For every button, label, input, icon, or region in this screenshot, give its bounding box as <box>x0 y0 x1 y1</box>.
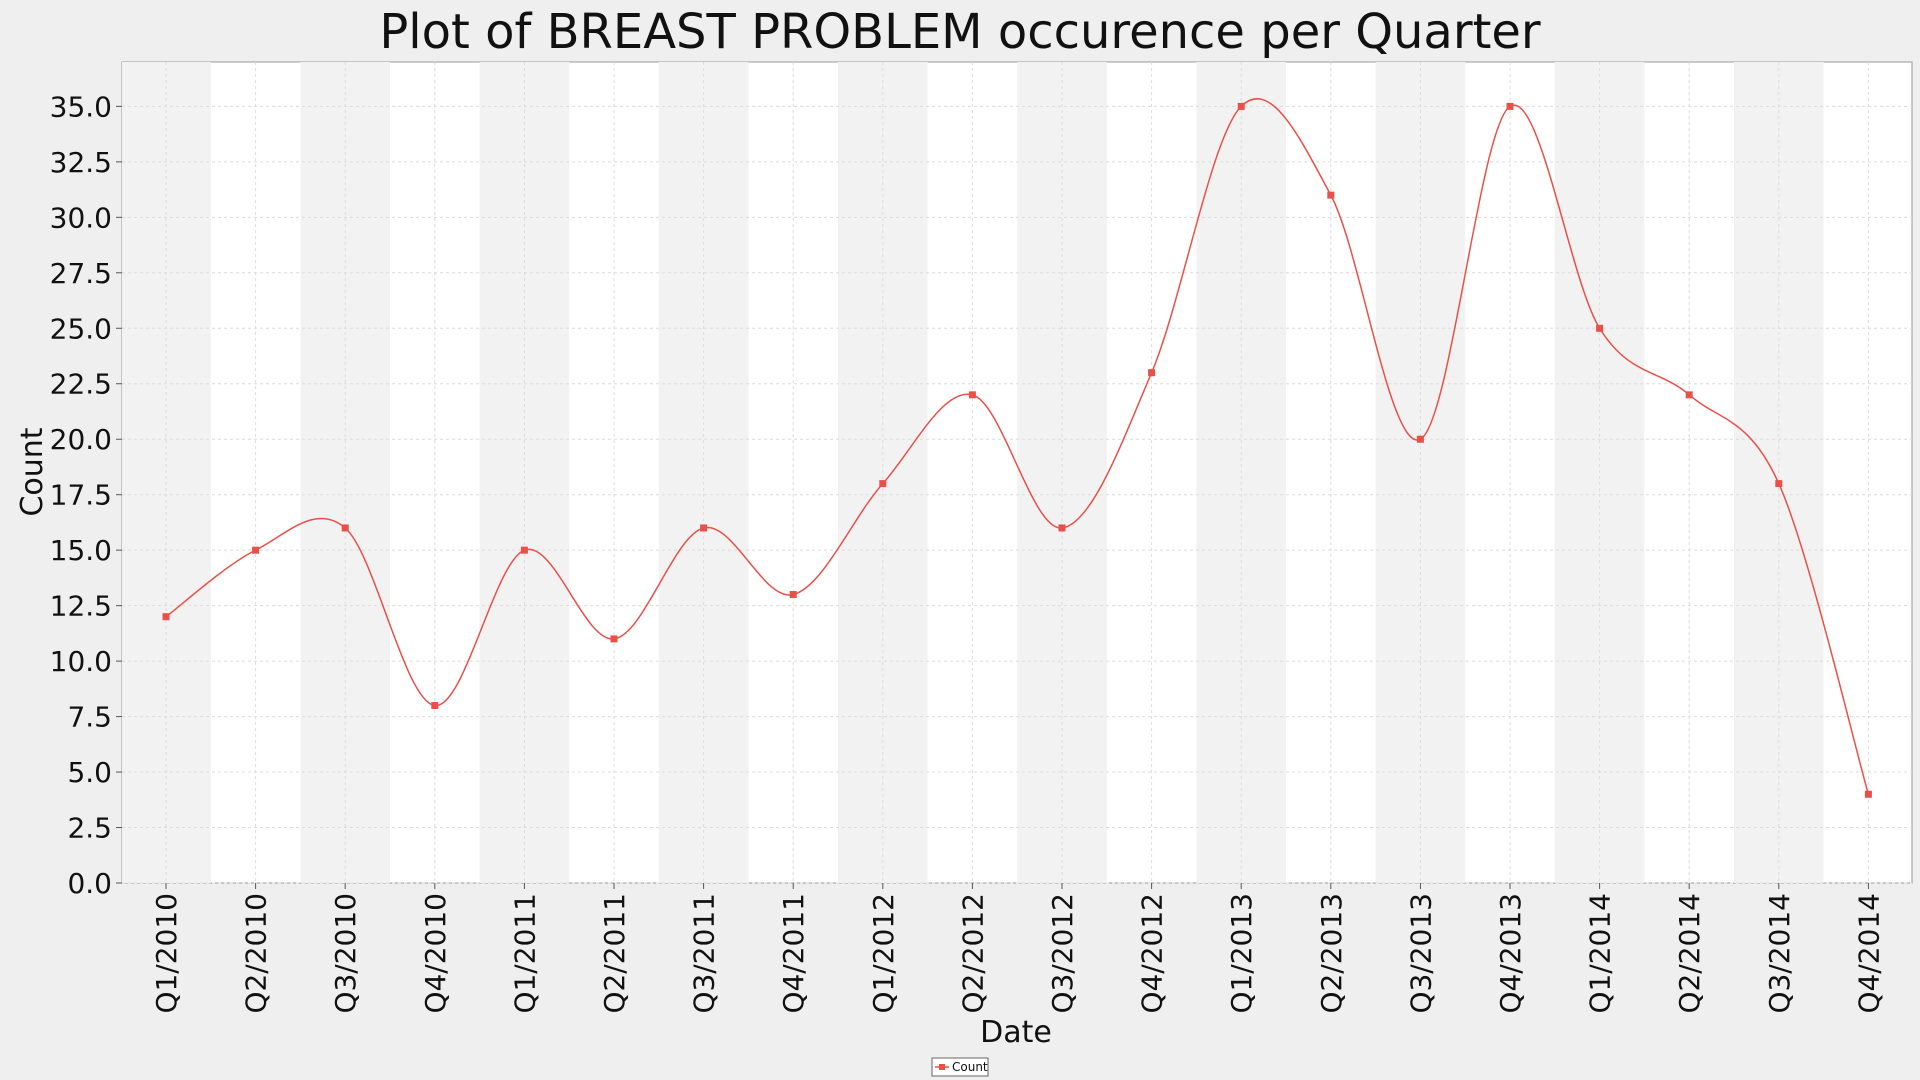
data-point-q1-2014 <box>1596 324 1604 332</box>
x-tick-label: Q2/2010 <box>240 893 273 1014</box>
legend: Count <box>931 1057 989 1077</box>
y-tick-label: 35.0 <box>50 90 112 123</box>
data-point-q1-2011 <box>520 546 528 554</box>
x-tick-label: Q1/2010 <box>150 893 183 1014</box>
y-tick-label: 0.0 <box>67 867 112 900</box>
x-tick-label: Q4/2010 <box>419 893 452 1014</box>
data-point-q2-2013 <box>1327 191 1335 199</box>
x-tick-label: Q2/2013 <box>1315 893 1348 1014</box>
y-tick-label: 30.0 <box>50 201 112 234</box>
data-point-q2-2012 <box>968 391 976 399</box>
y-tick-label: 10.0 <box>50 645 112 678</box>
y-tick-label: 32.5 <box>50 146 112 179</box>
legend-box <box>931 1057 989 1077</box>
y-tick-label: 7.5 <box>67 701 112 734</box>
x-tick-label: Q4/2013 <box>1494 893 1527 1014</box>
y-tick-label: 17.5 <box>50 479 112 512</box>
data-point-q1-2010 <box>162 613 170 621</box>
data-point-q4-2012 <box>1148 369 1156 377</box>
data-point-q4-2014 <box>1864 790 1872 798</box>
legend-entry-count: Count <box>952 1060 988 1074</box>
x-axis-ticks: Q1/2010 Q2/2010 Q3/2010 Q4/2010 Q1/2011 Q2/20… <box>150 883 1885 1014</box>
series-line-count <box>165 98 1870 795</box>
x-tick-label: Q2/2011 <box>598 893 631 1014</box>
x-tick-label: Q1/2011 <box>508 893 541 1014</box>
y-tick-label: 15.0 <box>50 534 112 567</box>
data-point-q4-2011 <box>789 591 797 599</box>
data-point-q1-2013 <box>1237 102 1245 110</box>
x-tick-label: Q3/2011 <box>688 893 721 1014</box>
data-point-q4-2013 <box>1506 102 1514 110</box>
x-tick-label: Q3/2010 <box>329 893 362 1014</box>
x-axis-label: Date <box>980 1015 1052 1050</box>
x-tick-label: Q4/2011 <box>777 893 810 1014</box>
chart-title: Plot of BREAST PROBLEM occurence per Qua… <box>379 4 1541 60</box>
y-axis-label: Count <box>15 427 50 516</box>
data-point-q2-2014 <box>1685 391 1693 399</box>
x-tick-label: Q1/2014 <box>1584 893 1617 1014</box>
y-tick-label: 20.0 <box>50 423 112 456</box>
data-point-q3-2013 <box>1416 435 1424 443</box>
y-tick-label: 2.5 <box>67 812 112 845</box>
x-tick-label: Q4/2014 <box>1852 893 1885 1014</box>
x-tick-label: Q3/2013 <box>1404 893 1437 1014</box>
x-tick-label: Q4/2012 <box>1136 893 1169 1014</box>
grid-lines <box>122 62 1912 884</box>
alternate-bands <box>122 62 1824 883</box>
x-tick-label: Q2/2012 <box>956 893 989 1014</box>
y-tick-label: 27.5 <box>50 257 112 290</box>
y-tick-label: 25.0 <box>50 312 112 345</box>
x-tick-label: Q1/2013 <box>1225 893 1258 1014</box>
series-count <box>162 98 1872 798</box>
y-tick-label: 12.5 <box>50 590 112 623</box>
legend-marker <box>939 1064 945 1070</box>
data-point-q4-2010 <box>431 701 439 709</box>
y-tick-label: 5.0 <box>67 756 112 789</box>
data-point-q2-2010 <box>252 546 260 554</box>
x-tick-label: Q1/2012 <box>867 893 900 1014</box>
data-point-q3-2012 <box>1058 524 1066 532</box>
y-tick-label: 22.5 <box>50 368 112 401</box>
data-point-q3-2010 <box>341 524 349 532</box>
data-point-q3-2014 <box>1775 480 1783 488</box>
data-point-q3-2011 <box>700 524 708 532</box>
data-point-q2-2011 <box>610 635 618 643</box>
x-tick-label: Q2/2014 <box>1673 893 1706 1014</box>
y-axis-ticks: 0.0 2.5 5.0 7.5 10.0 12.5 15.0 17.5 20.0 22.5 25.0… <box>50 90 122 900</box>
data-point-q1-2012 <box>879 480 887 488</box>
x-tick-label: Q3/2014 <box>1763 893 1796 1014</box>
x-tick-label: Q3/2012 <box>1046 893 1079 1014</box>
